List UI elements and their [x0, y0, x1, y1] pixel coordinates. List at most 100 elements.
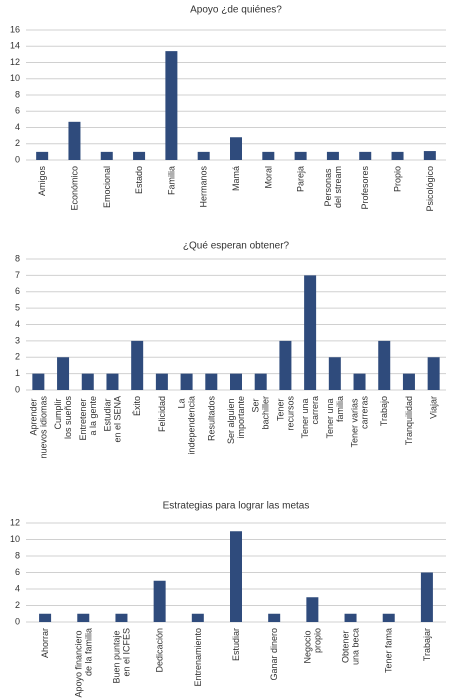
x-tick-label: Éxito: [132, 396, 142, 416]
x-tick-label: Personas del stream: [323, 166, 343, 208]
y-tick-label: 14: [10, 41, 20, 51]
x-tick-label: Resultados: [206, 396, 216, 442]
x-tick-label: Propio: [393, 166, 403, 192]
bar: [205, 373, 218, 390]
bar: [131, 340, 144, 390]
y-tick-label: 16: [10, 24, 20, 34]
x-tick-label: Cumplir los sueños: [53, 396, 73, 440]
y-tick-label: 12: [10, 517, 20, 527]
y-tick-label: 2: [15, 352, 20, 362]
y-tick-label: 8: [15, 89, 20, 99]
bar: [326, 151, 339, 160]
bar: [36, 151, 49, 160]
bar: [254, 373, 267, 390]
y-tick-label: 6: [15, 567, 20, 577]
x-tick-label: Negocio propio: [302, 628, 322, 664]
bar: [191, 613, 204, 622]
bar: [77, 613, 90, 622]
x-tick-label: Pareja: [296, 166, 306, 192]
x-tick-label: Felicidad: [157, 396, 167, 432]
y-tick-label: 10: [10, 73, 20, 83]
y-tick-label: 8: [15, 550, 20, 560]
bar: [39, 613, 52, 622]
y-tick-label: 0: [15, 154, 20, 164]
x-tick-label: Familia: [166, 166, 176, 195]
y-tick-label: 8: [15, 253, 20, 263]
bar: [359, 151, 372, 160]
y-tick-label: 7: [15, 270, 20, 280]
x-tick-label: Psicológico: [425, 166, 435, 212]
bar: [402, 373, 415, 390]
x-tick-label: Aprender nuevos idiomas: [28, 396, 48, 459]
x-tick-label: Ganar dinero: [269, 628, 279, 681]
x-tick-label: Dedicación: [155, 628, 165, 673]
y-tick-label: 3: [15, 335, 20, 345]
chart-title: Apoyo ¿de quiénes?: [190, 5, 282, 16]
y-tick-label: 12: [10, 57, 20, 67]
y-tick-label: 4: [15, 319, 20, 329]
bar: [279, 340, 292, 390]
bar: [180, 373, 193, 390]
y-tick-label: 4: [15, 583, 20, 593]
x-tick-label: Tener varias carreras: [350, 396, 370, 448]
bar: [133, 151, 146, 160]
bar: [391, 151, 404, 160]
x-tick-label: Buen puntaje en el ICFES: [111, 628, 131, 684]
bar: [378, 340, 391, 390]
x-tick-label: Ser alguien importante: [226, 396, 246, 444]
bar: [165, 51, 178, 160]
bar: [230, 137, 242, 160]
bar: [68, 121, 81, 160]
bar: [262, 151, 275, 160]
bar: [268, 613, 281, 622]
bar: [382, 613, 395, 622]
bar: [115, 613, 128, 622]
bar: [155, 373, 168, 390]
x-tick-label: Trabajo: [379, 396, 389, 426]
y-tick-label: 0: [15, 384, 20, 394]
x-tick-label: Tener una carrera: [300, 396, 320, 439]
x-tick-label: Tranquilidad: [404, 396, 414, 445]
x-tick-label: Viajar: [429, 396, 439, 419]
bar: [344, 613, 357, 622]
y-tick-label: 2: [15, 138, 20, 148]
x-tick-label: Tener recursos: [275, 396, 295, 431]
x-tick-label: Emocional: [102, 166, 112, 208]
bar: [427, 357, 440, 390]
bar: [353, 373, 366, 390]
y-tick-label: 6: [15, 106, 20, 116]
bar: [57, 357, 70, 390]
x-tick-label: Ahorrar: [40, 628, 50, 658]
bar: [306, 597, 319, 622]
y-tick-label: 10: [10, 534, 20, 544]
bar: [420, 572, 433, 622]
y-tick-label: 6: [15, 286, 20, 296]
x-tick-label: Moral: [263, 166, 273, 189]
bar: [32, 373, 45, 390]
bar: [230, 531, 242, 622]
bar: [304, 275, 317, 390]
bar: [106, 373, 119, 390]
x-tick-label: Ser bachiller: [251, 396, 271, 430]
x-tick-label: Estudiar en el SENA: [102, 396, 122, 443]
chart-title: Estrategias para lograr las metas: [163, 501, 310, 512]
bar: [153, 580, 166, 622]
x-tick-label: La independencia: [177, 396, 197, 455]
chart-title: ¿Qué esperan obtener?: [183, 241, 290, 252]
x-tick-label: Tener fama: [384, 628, 394, 673]
bar: [294, 151, 307, 160]
x-tick-label: Hermanos: [199, 166, 209, 208]
x-tick-label: Apoyo financiero de la familia: [73, 628, 93, 698]
x-tick-label: Tener una familia: [325, 396, 345, 439]
x-tick-label: Estado: [134, 166, 144, 194]
y-tick-label: 5: [15, 303, 20, 313]
x-tick-label: Mamá: [231, 166, 241, 191]
x-tick-label: Amigos: [37, 166, 47, 197]
y-tick-label: 1: [15, 368, 20, 378]
bar: [328, 357, 341, 390]
y-tick-label: 2: [15, 600, 20, 610]
bar: [197, 151, 210, 160]
x-tick-label: Económico: [69, 166, 79, 211]
bar: [230, 373, 242, 390]
